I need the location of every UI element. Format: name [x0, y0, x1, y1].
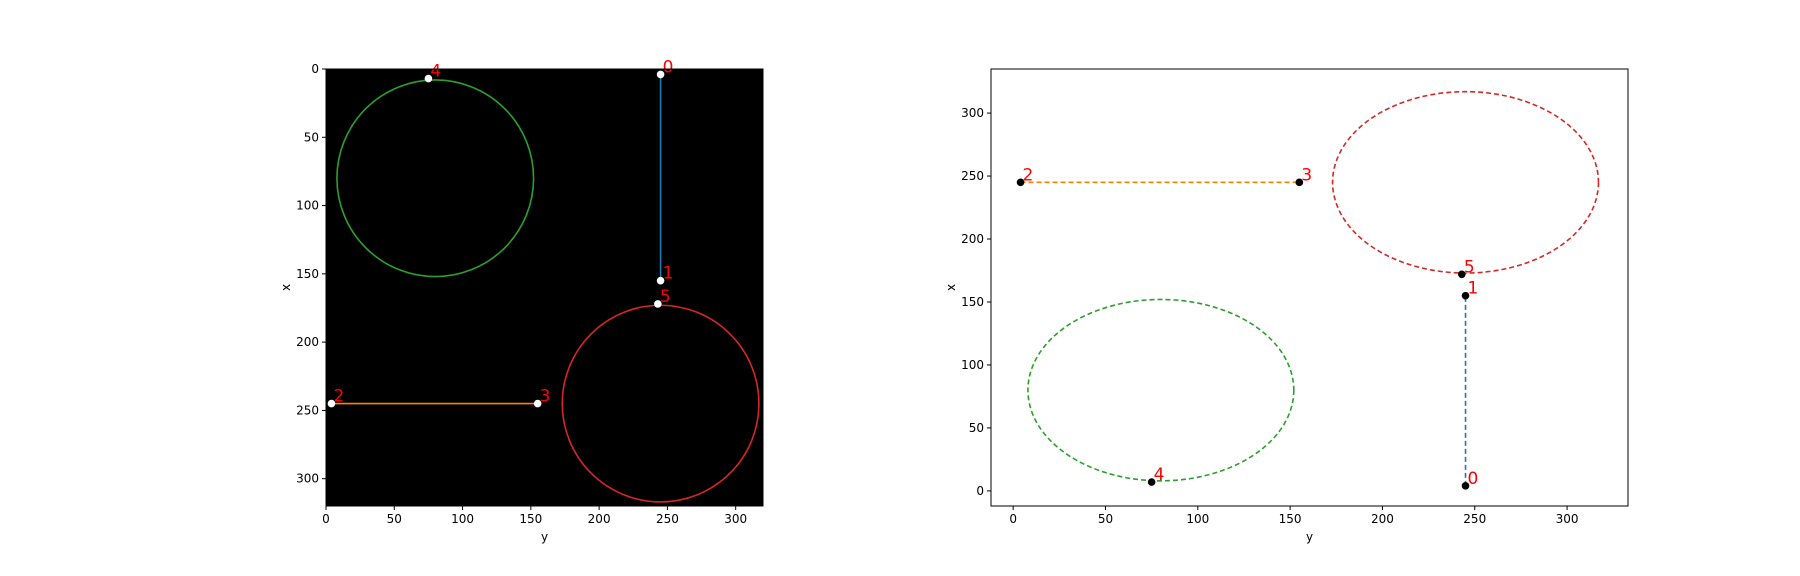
point-label-2: 2: [1023, 165, 1034, 185]
x-tick-label: 150: [1279, 512, 1302, 526]
circle-outline-1: [1331, 90, 1600, 274]
y-tick-label: 250: [296, 403, 319, 417]
y-tick-label: 300: [296, 472, 319, 486]
circle-outline-0: [336, 79, 535, 278]
point-label-5: 5: [1464, 257, 1475, 277]
y-tick-label: 100: [296, 199, 319, 213]
y-tick-label: 0: [976, 484, 984, 498]
x-tick-label: 250: [656, 512, 679, 526]
point-label-0: 0: [663, 57, 674, 77]
point-1: [656, 276, 665, 285]
point-label-0: 0: [1468, 469, 1479, 489]
x-tick-label: 300: [724, 512, 747, 526]
x-tick-label: 200: [1371, 512, 1394, 526]
x-tick-label: 50: [387, 512, 402, 526]
x-tick-label: 50: [1098, 512, 1113, 526]
y-tick-label: 200: [296, 335, 319, 349]
point-1: [1461, 291, 1470, 300]
y-tick-label: 200: [961, 232, 984, 246]
x-tick-label: 0: [1009, 512, 1017, 526]
x-tick-label: 250: [1463, 512, 1486, 526]
x-tick-label: 300: [1556, 512, 1579, 526]
y-tick-label: 50: [969, 421, 984, 435]
y-tick-label: 300: [961, 106, 984, 120]
point-3: [533, 399, 542, 408]
point-label-2: 2: [333, 387, 344, 407]
y-tick-label: 150: [296, 267, 319, 281]
point-label-5: 5: [660, 287, 671, 307]
y-tick-label: 50: [304, 130, 319, 144]
x-tick-label: 100: [1186, 512, 1209, 526]
axes-frame: [325, 68, 764, 507]
point-label-4: 4: [1154, 465, 1165, 485]
point-0: [1461, 482, 1470, 490]
y-tick-label: 150: [961, 295, 984, 309]
y-axis-label: x: [944, 284, 958, 291]
y-tick-label: 0: [311, 62, 319, 76]
y-tick-label: 100: [961, 358, 984, 372]
point-label-4: 4: [430, 62, 441, 82]
point-2: [327, 399, 336, 408]
point-label-1: 1: [1468, 279, 1479, 299]
x-tick-label: 0: [322, 512, 330, 526]
point-5: [1458, 270, 1466, 279]
y-tick-label: 250: [961, 169, 984, 183]
x-axis-label: y: [1306, 530, 1313, 544]
point-5: [654, 300, 662, 308]
x-tick-label: 100: [451, 512, 474, 526]
x-tick-label: 150: [519, 512, 542, 526]
point-label-3: 3: [1301, 165, 1312, 185]
point-2: [1016, 178, 1025, 187]
x-axis-label: y: [541, 530, 548, 544]
circle-outline-0: [1027, 298, 1295, 482]
point-0: [656, 70, 665, 79]
plot-area: [991, 69, 1628, 506]
axes-frame: [990, 68, 1629, 507]
point-label-3: 3: [540, 387, 551, 407]
x-tick-label: 200: [588, 512, 611, 526]
point-4: [1147, 478, 1156, 486]
plot-area: [326, 69, 763, 506]
point-4: [424, 74, 433, 83]
point-label-1: 1: [663, 264, 674, 284]
point-3: [1295, 178, 1304, 187]
y-axis-label: x: [279, 284, 293, 291]
